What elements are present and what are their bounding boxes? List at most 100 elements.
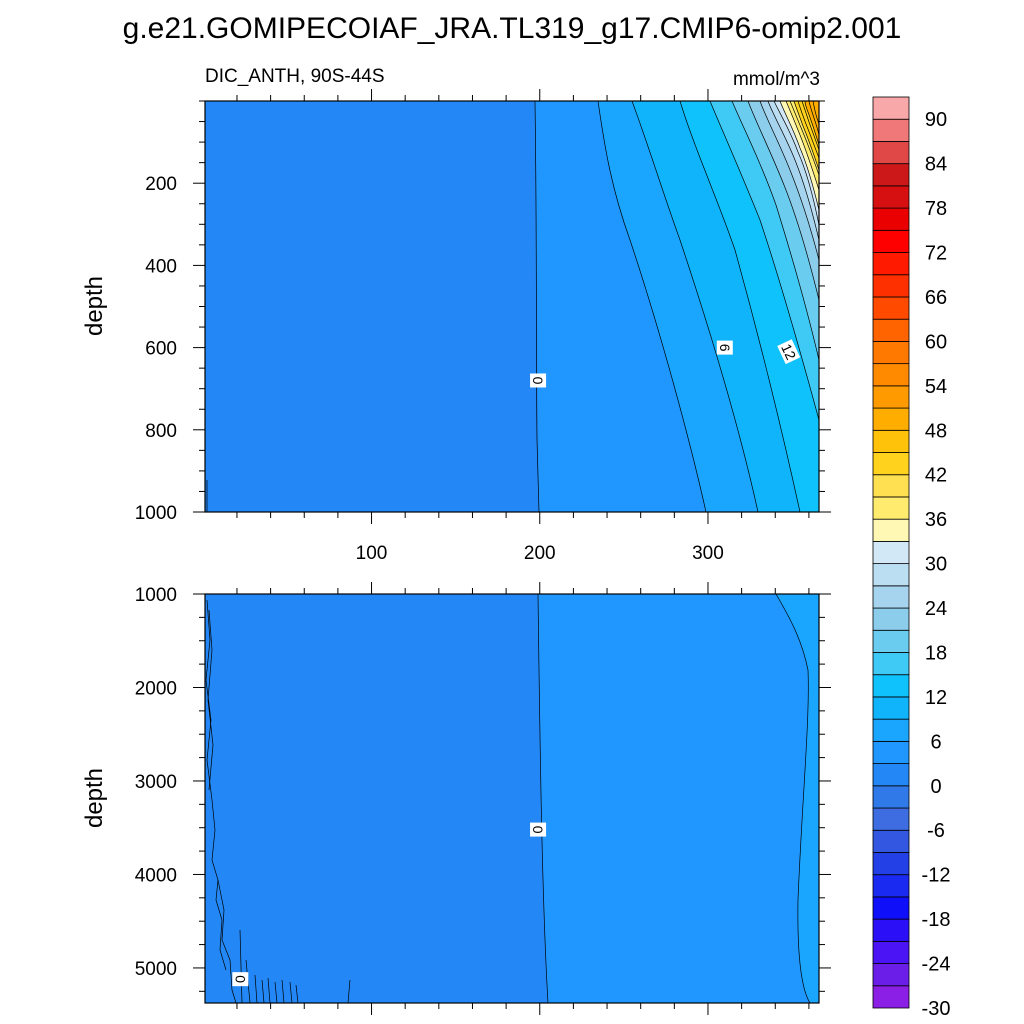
top-subtitle-right: mmol/m^3 [733,69,820,90]
top-subtitle-left: DIC_ANTH, 90S-44S [205,66,385,87]
colorbar-label: 36 [925,509,947,531]
contour-label-box [716,340,733,355]
top-xtick-label: 300 [692,543,724,564]
bottom-x-ticks [236,582,810,1015]
colorbar-box [872,985,910,1009]
bottom-ylabel: depth [81,768,108,828]
colorbar-box [872,829,910,853]
colorbar-box [872,807,910,831]
bottom-plot-area: 00 [205,593,819,1004]
colorbar-label: -12 [922,865,951,887]
colorbar-box [872,874,910,898]
colorbar-label: -24 [922,954,951,976]
top-ytick-label: 200 [145,174,177,195]
colorbar-box [872,785,910,809]
colorbar-box [872,407,910,431]
colorbar-box [872,318,910,342]
top-xtick-label: 200 [524,543,556,564]
top-contour-lines [206,100,820,513]
bottom-contour-label: 0 [232,972,249,987]
colorbar-label: 84 [925,154,947,176]
contour-label-text: 12 [778,341,799,362]
colorbar-box [872,252,910,276]
colorbar-box [872,652,910,676]
contour-label-box [530,373,547,388]
colorbar-box [872,940,910,964]
colorbar-box [872,963,910,987]
bottom-band-0-3 [538,594,819,1003]
colorbar-box [872,607,910,631]
top-ytick-label: 600 [145,339,177,360]
colorbar-box [872,740,910,764]
contour-label-text: 0 [232,975,248,983]
colorbar-box [872,429,910,453]
colorbar-label: 42 [925,465,947,487]
top-contour-labels: 0 6 12 [530,339,801,388]
colorbar-label: 24 [925,598,947,620]
bottom-plot-frame [204,593,820,1004]
contour-label-text: 0 [530,377,546,385]
colorbar-box [872,918,910,942]
contour-label-text: 0 [530,826,546,834]
top-ytick-label: 1000 [135,503,177,524]
bottom-ytick-label: 4000 [135,865,177,886]
colorbar-box [872,96,910,120]
colorbar-box [872,674,910,698]
bottom-ytick-label: 3000 [135,772,177,793]
colorbar-label: 48 [925,420,947,442]
colorbar-box [872,496,910,520]
bottom-contour-label: 0 [530,822,547,837]
colorbar-label: 18 [925,642,947,664]
colorbar-box [872,629,910,653]
top-ytick-label: 800 [145,421,177,442]
colorbar: 908478726660544842363024181260-6-12-18-2… [872,96,951,1020]
colorbar-label: 0 [930,776,941,798]
bottom-ytick-label: 1000 [135,585,177,606]
bottom-y-ticks: 1000 2000 3000 4000 5000 [135,585,831,992]
top-contour-label: 6 [716,340,733,355]
colorbar-label: 6 [930,731,941,753]
contour-label-text: 6 [717,344,733,352]
bottom-ytick-label: 5000 [135,959,177,980]
top-xtick-label: 100 [356,543,388,564]
colorbar-label: 30 [925,554,947,576]
top-panel: DIC_ANTH, 90S-44S mmol/m^3 [81,66,831,564]
top-plot-area: 0 6 12 [205,100,820,513]
colorbar-box [872,185,910,209]
figure-title: g.e21.GOMIPECOIAF_JRA.TL319_g17.CMIP6-om… [123,12,902,45]
colorbar-box [872,718,910,742]
top-ylabel: depth [81,276,108,336]
colorbar-box [872,341,910,365]
colorbar-box [872,163,910,187]
top-contour-label: 12 [777,339,801,365]
top-contour-label: 0 [530,373,547,388]
colorbar-label: 12 [925,687,947,709]
colorbar-boxes [872,96,910,1009]
top-y-ticks: 200 400 600 800 1000 [135,100,831,524]
colorbar-labels: 908478726660544842363024181260-6-12-18-2… [922,109,951,1020]
top-x-ticks: 100 200 300 [236,89,810,564]
colorbar-label: 54 [925,376,947,398]
colorbar-box [872,563,910,587]
colorbar-label: 60 [925,331,947,353]
bottom-contour-labels: 00 [232,822,547,987]
colorbar-label: 66 [925,287,947,309]
colorbar-label: 72 [925,243,947,265]
colorbar-box [872,274,910,298]
colorbar-box [872,141,910,165]
bottom-ytick-label: 2000 [135,678,177,699]
colorbar-box [872,296,910,320]
colorbar-label: -30 [922,998,951,1020]
colorbar-box [872,852,910,876]
top-ytick-label: 400 [145,256,177,277]
colorbar-label: -18 [922,909,951,931]
colorbar-box [872,452,910,476]
contour-label-box [232,972,249,987]
colorbar-box [872,696,910,720]
colorbar-box [872,474,910,498]
colorbar-box [872,540,910,565]
colorbar-box [872,229,910,253]
colorbar-box [872,363,910,387]
colorbar-box [872,896,910,920]
